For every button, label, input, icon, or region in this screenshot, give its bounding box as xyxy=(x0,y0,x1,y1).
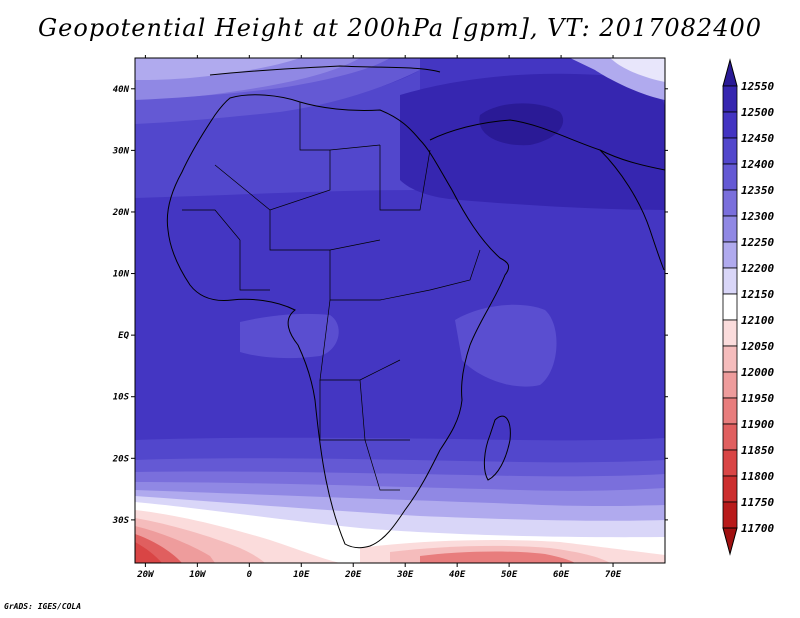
colorbar-box xyxy=(722,137,738,165)
map-title: Geopotential Height at 200hPa [gpm], VT:… xyxy=(38,14,762,42)
india-coastline xyxy=(599,149,665,271)
colorbar-box xyxy=(722,449,738,477)
lon-tick-label: 10W xyxy=(189,570,207,580)
colorbar-label: 12050 xyxy=(741,340,774,353)
colorbar-box xyxy=(722,319,738,347)
equatorial-patch-west xyxy=(240,313,339,359)
equatorial-patch-east xyxy=(455,304,557,387)
lat-tick-label: 30S xyxy=(112,516,130,526)
band-north-pale xyxy=(135,58,300,80)
colorbar-label: 12350 xyxy=(741,184,774,197)
lat-axis: 40N 30N 20N 10N EQ 10S 20S 30S xyxy=(112,85,668,526)
colorbar-box xyxy=(722,501,738,529)
colorbar-box xyxy=(722,163,738,191)
lat-tick-label: 30N xyxy=(112,146,130,156)
colorbar-label: 12500 xyxy=(741,106,774,119)
colorbar-label: 12300 xyxy=(741,210,774,223)
colorbar-label: 12250 xyxy=(741,236,774,249)
arabia-coastline xyxy=(429,119,665,171)
colorbar-label: 12400 xyxy=(741,158,774,171)
colorbar-label: 11750 xyxy=(741,496,774,509)
lon-tick-label: 10E xyxy=(293,570,310,580)
lon-tick-label: 60E xyxy=(553,570,570,580)
colorbar-box xyxy=(722,215,738,243)
band-s12 xyxy=(135,542,162,563)
colorbar-label: 12100 xyxy=(741,314,774,327)
colorbar-label: 11700 xyxy=(741,522,774,535)
colorbar-label: 12150 xyxy=(741,288,774,301)
colorbar-label: 11950 xyxy=(741,392,774,405)
colorbar-label: 11850 xyxy=(741,444,774,457)
lon-tick-label: 20W xyxy=(136,570,155,580)
colorbar-label: 12200 xyxy=(741,262,774,275)
band-north-mid xyxy=(135,58,420,124)
footer-credit: GrADS: IGES/COLA xyxy=(4,602,82,611)
height-field xyxy=(135,58,665,563)
band-s10-east xyxy=(420,551,575,563)
colorbar-box xyxy=(722,189,738,217)
colorbar-top-arrow xyxy=(722,58,738,87)
lon-tick-label: 0 xyxy=(247,570,253,580)
lon-tick-label: 20E xyxy=(344,570,362,580)
colorbar-label: 12000 xyxy=(741,366,774,379)
lon-axis: 20W 10W 0 10E 20E 30E 40E 50E 60E 70E xyxy=(136,55,622,580)
lat-tick-label: 20N xyxy=(112,208,130,218)
colorbar-label: 12450 xyxy=(741,132,774,145)
colorbar-box xyxy=(722,293,738,321)
colorbar-box xyxy=(722,371,738,399)
colorbar-bottom-arrow xyxy=(722,527,738,556)
madagascar xyxy=(483,415,511,481)
colorbar-box xyxy=(722,267,738,295)
colorbar-box xyxy=(722,397,738,425)
colorbar-label: 11800 xyxy=(741,470,774,483)
lon-tick-label: 70E xyxy=(605,570,622,580)
colorbar-box xyxy=(722,111,738,139)
band-sahara xyxy=(135,70,420,198)
colorbar-label: 11900 xyxy=(741,418,774,431)
colorbar-label: 12550 xyxy=(741,80,774,93)
mediterranean xyxy=(209,65,441,76)
lat-tick-label: EQ xyxy=(118,331,129,341)
colorbar: 12550 12500 12450 12400 12350 12300 12250 12200… xyxy=(722,58,774,556)
arabian-core xyxy=(479,103,564,146)
lat-tick-label: 40N xyxy=(113,85,130,95)
colorbar-box xyxy=(722,423,738,451)
lat-tick-label: 10N xyxy=(113,270,130,280)
plot-frame xyxy=(134,57,666,564)
colorbar-box xyxy=(722,475,738,503)
colorbar-box xyxy=(722,85,738,113)
colorbar-box xyxy=(722,345,738,373)
africa-coastline xyxy=(166,94,510,549)
colorbar-box xyxy=(722,241,738,269)
ne-white xyxy=(610,58,665,82)
lon-tick-label: 40E xyxy=(449,570,466,580)
lat-tick-label: 20S xyxy=(112,454,130,464)
lon-tick-label: 30E xyxy=(396,570,414,580)
country-borders xyxy=(182,102,481,491)
lat-tick-label: 10S xyxy=(113,393,130,403)
lon-tick-label: 50E xyxy=(501,570,518,580)
coastlines xyxy=(166,65,665,549)
